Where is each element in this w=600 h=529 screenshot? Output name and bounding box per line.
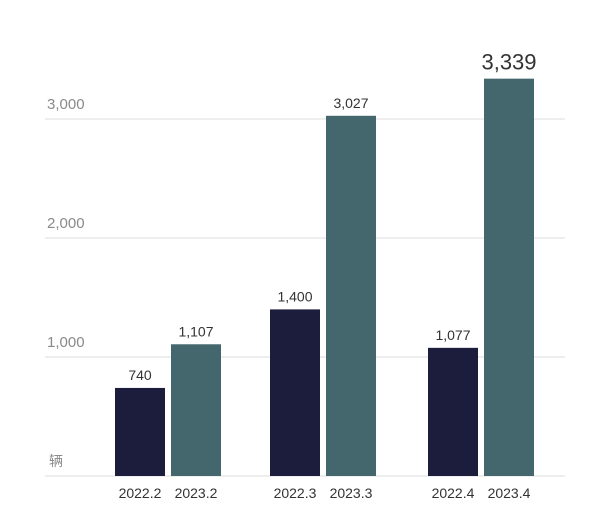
category-label-2023.3: 2023.3 xyxy=(330,485,373,501)
y-tick-label: 3,000 xyxy=(47,96,85,113)
bar-2022.2 xyxy=(115,387,165,476)
y-tick-label: 2,000 xyxy=(47,215,85,232)
category-label-2022.2: 2022.2 xyxy=(119,485,162,501)
bar-2022.3 xyxy=(270,309,320,476)
category-label-2023.2: 2023.2 xyxy=(175,485,218,501)
category-label-2023.4: 2023.4 xyxy=(488,485,531,501)
bar-2023.4 xyxy=(484,78,534,476)
unit-label: 辆 xyxy=(49,453,63,469)
bar-2023.2 xyxy=(171,344,221,476)
labels: 1,000 2,000 3,000 辆 740 2022.2 1,107 2023.2 1,40… xyxy=(47,50,537,501)
bar-2022.4 xyxy=(428,347,478,476)
bars xyxy=(115,78,534,477)
category-label-2022.4: 2022.4 xyxy=(432,485,475,501)
data-label-2022.3: 1,400 xyxy=(277,288,312,304)
data-label-2022.2: 740 xyxy=(128,367,152,383)
y-tick-label: 1,000 xyxy=(47,334,85,351)
data-label-2023.4: 3,339 xyxy=(481,50,536,75)
data-label-2023.2: 1,107 xyxy=(178,323,213,339)
category-label-2022.3: 2022.3 xyxy=(274,485,317,501)
bar-2023.3 xyxy=(326,115,376,477)
data-label-2022.4: 1,077 xyxy=(435,327,470,343)
data-label-2023.3: 3,027 xyxy=(333,95,368,111)
